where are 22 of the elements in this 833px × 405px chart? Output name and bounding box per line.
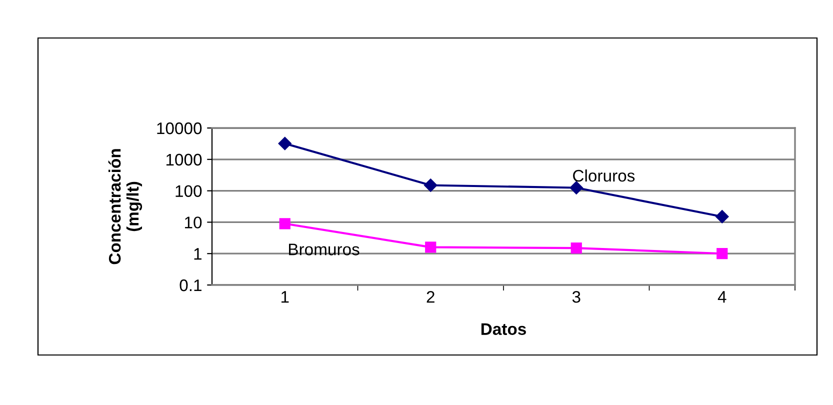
point xyxy=(279,218,290,230)
point xyxy=(570,181,583,194)
point xyxy=(570,242,582,254)
y-tick-label: 10000 xyxy=(157,122,202,134)
y-tick-label: 0.1 xyxy=(180,279,202,292)
x-tick-label: 3 xyxy=(572,290,580,303)
point xyxy=(716,248,728,260)
y-tick-label: 10 xyxy=(185,216,202,228)
x-tick-label: 4 xyxy=(718,291,726,303)
point xyxy=(278,136,292,150)
y-tick-label: 1000 xyxy=(166,154,202,166)
x-tick-label: 1 xyxy=(282,291,289,303)
y-tick-label: 100 xyxy=(176,185,202,198)
point xyxy=(425,242,436,253)
x-axis-title: Datos xyxy=(481,323,526,335)
series-label: Bromuros xyxy=(289,244,360,256)
y-tick-label: 1 xyxy=(194,248,202,260)
point xyxy=(424,178,438,192)
point xyxy=(716,210,729,224)
series-label: Cloruros xyxy=(573,169,635,182)
x-tick-label: 2 xyxy=(426,290,434,303)
y-axis-title: Concentración (mg/lt) xyxy=(108,149,142,264)
